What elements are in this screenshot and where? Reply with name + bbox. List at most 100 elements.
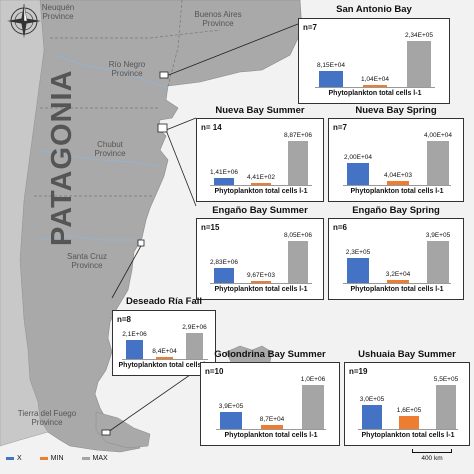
data-label: 2,83E+06 [209,259,239,267]
data-label: 3,2E+04 [385,270,411,278]
province-boundary [167,0,183,87]
legend-label: X [17,455,22,462]
bar-x [126,340,143,359]
panel-title: Deseado Ría Fall [125,296,203,307]
river [39,149,159,167]
site-marker [137,239,145,247]
province-boundary [50,29,221,39]
baseline [343,185,451,186]
river [35,235,140,241]
legend: X MIN MAX [6,455,108,462]
data-label: 1,6E+05 [396,407,422,415]
axis-label: Phytoplankton total cells l-1 [214,286,308,293]
chart-panel: n=8 Phytoplankton total cells l-1 2,1E+06 8… [112,310,216,376]
sample-size: n=6 [333,223,348,232]
legend-item-x: X [6,455,22,462]
legend-label: MIN [50,455,64,462]
river [55,54,169,89]
data-label: 3,9E+05 [218,402,244,410]
site-connector [165,129,197,207]
chart-panel: n=19 Phytoplankton total cells l-1 3,0E+05… [344,362,470,446]
data-label: 4,04E+03 [383,171,413,179]
region-title: PATAGONIA [46,69,78,246]
site-connector [165,117,197,131]
baseline [216,429,326,430]
chart-panel: n=7 Phytoplankton total cells l-1 2,00E+04… [328,118,464,202]
bar-x [214,178,234,185]
bar-x [220,411,242,429]
bar-max [288,241,308,283]
legend-item-max: MAX [81,455,108,462]
data-label: 2,9E+06 [182,324,207,331]
bar-x [214,268,234,283]
bar-x [319,70,343,87]
bar-min [363,84,387,87]
chart-panel: n=6 Phytoplankton total cells l-1 2,3E+05 3… [328,218,464,300]
panel-title: Nueva Bay Spring [355,105,437,116]
panel-title: Engaño Bay Spring [352,205,440,216]
data-label: 5,5E+05 [433,376,459,383]
data-label: 3,9E+05 [425,232,451,239]
panel-title: Engaño Bay Summer [212,205,308,216]
axis-label: Phytoplankton total cells l-1 [350,286,444,293]
compass-rose-icon [5,2,43,40]
data-label: 2,3E+05 [345,249,371,257]
panel-title: Nueva Bay Summer [215,105,305,116]
legend-swatch [6,457,14,460]
data-label: 1,0E+06 [300,376,326,383]
axis-label: Phytoplankton total cells l-1 [361,432,455,439]
scale-bar-line [412,449,452,453]
baseline [343,283,451,284]
bar-min [251,183,271,185]
bar-x [362,405,382,429]
site-connector [111,243,143,299]
baseline [210,185,312,186]
axis-label: Phytoplankton total cells l-1 [350,188,444,195]
bar-x [347,258,369,283]
baseline [358,429,458,430]
data-label: 1,41E+06 [209,169,239,176]
data-label: 4,00E+04 [423,132,453,139]
data-label: 8,7E+04 [259,416,285,424]
chart-panel: n=7 Phytoplankton total cells l-1 8,15E+04… [298,18,450,104]
site-marker [159,71,169,79]
data-label: 8,87E+06 [283,132,313,139]
bar-max [302,385,324,429]
western-land [0,0,49,447]
bar-min [387,180,409,185]
bar-min [399,416,419,429]
sample-size: n=8 [117,315,132,324]
baseline [122,359,208,360]
sample-size: n=15 [201,223,220,232]
sample-size: n=19 [349,367,368,376]
panel-title: Ushuaia Bay Summer [358,349,456,360]
baseline [210,283,312,284]
chart-panel: n=10 Phytoplankton total cells l-1 3,9E+05… [200,362,340,446]
data-label: 4,41E+02 [246,174,276,181]
bar-max [427,141,449,185]
scale-bar-label: 400 km [421,455,443,462]
data-label: 8,15E+04 [316,61,346,69]
bar-max [288,141,308,185]
data-label: 2,1E+06 [122,331,147,339]
site-connector [107,367,201,433]
scale-bar: 400 km [412,449,452,469]
sample-size: n= 14 [201,123,222,132]
sample-size: n=7 [303,23,318,32]
site-marker [157,123,168,133]
panel-title: San Antonio Bay [336,4,412,15]
legend-label: MAX [92,455,108,462]
sample-size: n=7 [333,123,348,132]
bar-max [427,241,449,283]
bar-min [251,281,271,283]
bar-max [407,41,431,87]
data-label: 1,04E+04 [360,75,390,83]
bar-min [387,279,409,283]
site-marker [101,429,111,436]
data-label: 9,67E+03 [246,272,276,279]
legend-item-min: MIN [39,455,64,462]
site-connector [165,23,299,77]
sample-size: n=10 [205,367,224,376]
axis-label: Phytoplankton total cells l-1 [118,362,212,369]
legend-swatch [81,457,90,460]
